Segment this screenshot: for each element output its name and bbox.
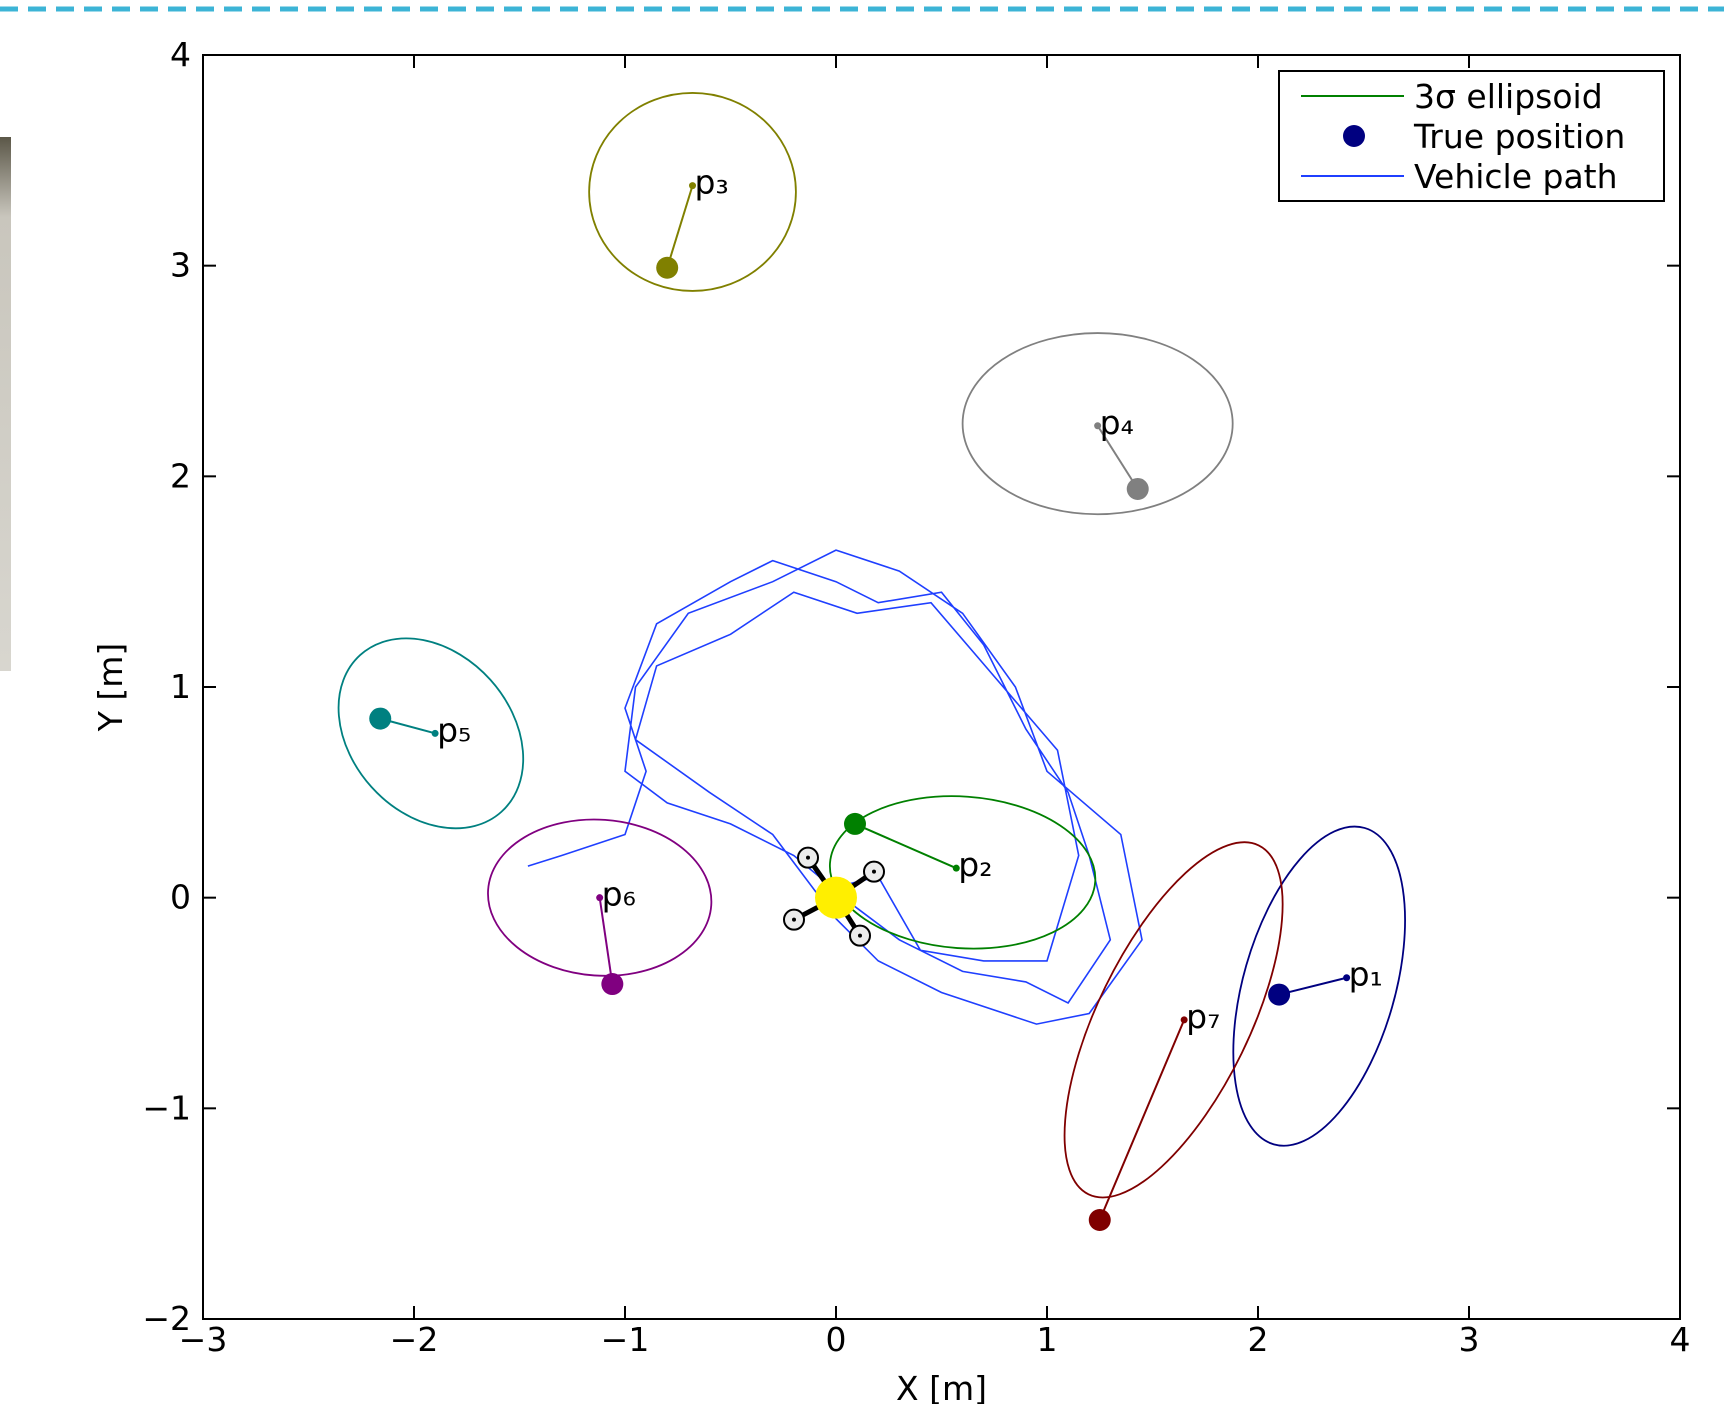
x-tick-label: 4 bbox=[1670, 1320, 1691, 1359]
true-position bbox=[1088, 1208, 1111, 1231]
landmark-label: p₆ bbox=[602, 875, 636, 914]
uncertainty-ellipse bbox=[1232, 825, 1406, 1147]
vehicle-body bbox=[815, 876, 857, 919]
error-line bbox=[598, 897, 614, 985]
landmark-label: p₅ bbox=[437, 710, 471, 749]
x-tick-label: 0 bbox=[826, 1320, 847, 1359]
x-tick-label: 3 bbox=[1459, 1320, 1480, 1359]
true-position bbox=[843, 812, 866, 835]
error-line bbox=[854, 823, 957, 870]
landmark-label: p₁ bbox=[1349, 955, 1383, 994]
error-line bbox=[1096, 425, 1139, 490]
y-tick-label: −2 bbox=[142, 1299, 191, 1338]
y-tick-label: 2 bbox=[170, 456, 191, 495]
vehicle-rotor-hub bbox=[872, 869, 876, 874]
vehicle-rotor-hub bbox=[792, 917, 796, 922]
uncertainty-ellipse bbox=[1063, 841, 1284, 1199]
plot-frame bbox=[202, 54, 1681, 1320]
x-axis-label: X [m] bbox=[896, 1369, 987, 1404]
uncertainty-ellipse bbox=[337, 637, 525, 830]
true-position bbox=[369, 707, 392, 730]
uncertainty-ellipse bbox=[961, 332, 1234, 516]
vehicle bbox=[783, 846, 885, 947]
error-line bbox=[1098, 1019, 1186, 1221]
estimated-position bbox=[689, 182, 697, 190]
x-tick-label: −1 bbox=[601, 1320, 650, 1359]
y-tick-label: 0 bbox=[170, 878, 191, 917]
x-tick-label: −3 bbox=[179, 1320, 228, 1359]
vehicle-rotor-hub bbox=[858, 933, 862, 938]
estimated-position bbox=[1343, 974, 1351, 982]
vehicle-rotor-hub bbox=[806, 855, 810, 860]
y-axis-label: Y [m] bbox=[91, 643, 130, 733]
uncertainty-ellipse bbox=[588, 92, 797, 292]
estimated-position bbox=[1180, 1016, 1188, 1024]
true-position bbox=[1268, 983, 1291, 1006]
legend-label: 3σ ellipsoid bbox=[1414, 77, 1603, 116]
x-tick-label: 1 bbox=[1037, 1320, 1058, 1359]
true-position bbox=[656, 256, 679, 279]
estimated-position bbox=[596, 894, 604, 902]
estimated-position bbox=[431, 729, 439, 737]
estimated-position bbox=[1094, 422, 1102, 430]
y-tick-label: 4 bbox=[170, 35, 191, 74]
x-tick-label: −2 bbox=[390, 1320, 439, 1359]
true-position bbox=[601, 973, 624, 996]
error-line bbox=[666, 185, 694, 269]
legend-label: True position bbox=[1413, 117, 1625, 156]
uncertainty-ellipse bbox=[487, 818, 713, 977]
vehicle-path bbox=[527, 549, 1143, 1025]
legend-marker bbox=[1343, 125, 1365, 147]
photo-edge bbox=[0, 137, 11, 671]
landmark-label: p₄ bbox=[1100, 403, 1134, 442]
legend-label: Vehicle path bbox=[1414, 157, 1618, 196]
true-position bbox=[1126, 477, 1149, 500]
landmark-label: p₃ bbox=[695, 163, 729, 202]
x-tick-label: 2 bbox=[1248, 1320, 1269, 1359]
estimated-position bbox=[952, 864, 960, 872]
y-tick-label: −1 bbox=[142, 1088, 191, 1127]
uncertainty-ellipse bbox=[828, 795, 1097, 950]
error-line bbox=[1278, 976, 1347, 996]
y-tick-label: 1 bbox=[170, 667, 191, 706]
landmark-label: p₇ bbox=[1186, 997, 1220, 1036]
y-tick-label: 3 bbox=[170, 246, 191, 285]
landmark-label: p₂ bbox=[958, 845, 992, 884]
